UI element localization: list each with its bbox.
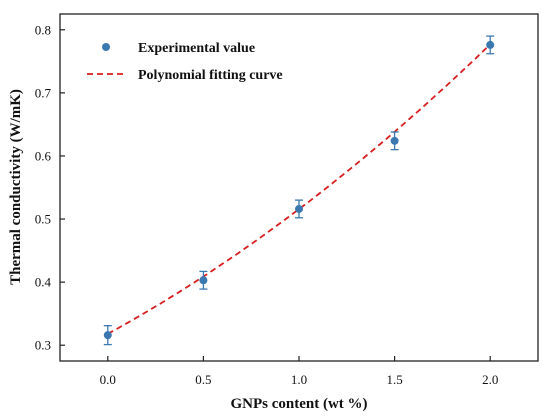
legend: Experimental value Polynomial fitting cu…: [87, 41, 283, 83]
y-tick-label: 0.4: [35, 275, 52, 290]
data-point: [390, 136, 399, 145]
y-tick-label: 0.6: [35, 148, 52, 163]
legend-marker-experimental: [102, 43, 110, 51]
legend-label-experimental: Experimental value: [138, 41, 255, 56]
data-point-group: [295, 199, 303, 219]
data-point-group: [486, 35, 495, 55]
data-points-layer: [103, 35, 495, 346]
x-tick-label: 1.5: [386, 372, 402, 387]
x-axis-ticks: 0.0 0.5 1.0 1.5 2.0: [100, 356, 498, 387]
data-point-group: [390, 131, 399, 151]
fit-curve-layer: [107, 43, 491, 335]
data-point: [295, 204, 303, 213]
y-tick-label: 0.8: [35, 22, 51, 37]
fit-curve-line: [107, 43, 491, 335]
plot-frame: [59, 13, 539, 362]
y-tick-label: 0.7: [35, 85, 52, 100]
x-tick-label: 0.0: [100, 372, 116, 387]
legend-label-fit-curve: Polynomial fitting curve: [138, 68, 283, 83]
x-tick-label: 2.0: [482, 372, 498, 387]
y-tick-label: 0.5: [35, 212, 51, 227]
data-point-group: [199, 270, 208, 290]
y-axis-ticks: 0.3 0.4 0.5 0.6 0.7 0.8: [35, 22, 65, 353]
data-point-group: [103, 325, 112, 346]
data-point: [103, 331, 112, 340]
x-axis-title: GNPs content (wt %): [230, 396, 367, 412]
y-tick-label: 0.3: [35, 338, 51, 353]
data-point: [486, 40, 495, 49]
x-tick-label: 0.5: [195, 372, 211, 387]
data-point: [199, 276, 208, 285]
x-tick-label: 1.0: [291, 372, 307, 387]
y-axis-title: Thermal conductivity (W/mK): [8, 89, 24, 285]
